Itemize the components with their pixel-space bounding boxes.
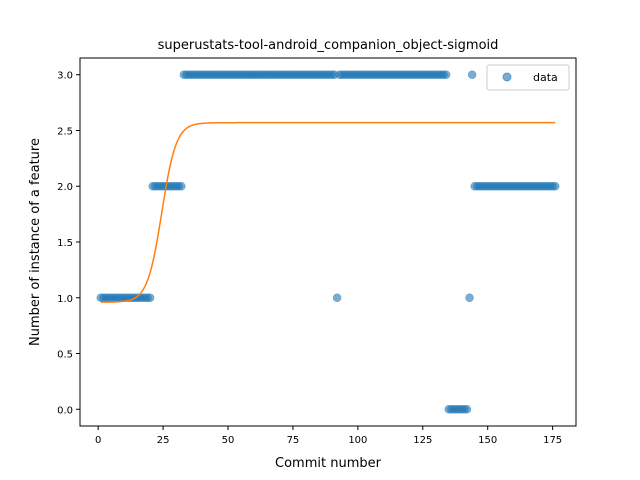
data-point [177, 181, 186, 191]
y-tick-label: 0.5 [57, 350, 73, 361]
x-tick-label: 75 [287, 435, 300, 446]
x-tick-label: 125 [413, 435, 432, 446]
fit-line [100, 121, 556, 303]
legend-marker [502, 72, 512, 82]
y-tick-label: 2.5 [57, 126, 73, 137]
x-tick-label: 150 [478, 435, 497, 446]
legend-label: data [533, 71, 558, 84]
x-tick-label: 50 [222, 435, 235, 446]
data-point [550, 181, 560, 191]
data-point [332, 293, 342, 303]
x-tick-label: 25 [157, 435, 170, 446]
y-tick-label: 2.0 [57, 182, 73, 193]
x-tick-label: 100 [348, 435, 367, 446]
data-point [467, 70, 477, 79]
x-tick-label: 175 [543, 435, 562, 446]
y-tick-label: 3.0 [57, 71, 73, 82]
plot-area [96, 70, 560, 414]
y-tick-label: 1.5 [57, 238, 73, 249]
data-point [145, 293, 155, 303]
x-axis: 0 25 50 75 100 125 150 175 [95, 426, 562, 446]
x-tick-label: 0 [95, 435, 101, 446]
data-point [465, 293, 474, 303]
legend-box [486, 64, 570, 91]
y-axis: 0.0 0.5 1.0 1.5 2.0 2.5 3.0 [57, 71, 80, 416]
x-axis-label: Commit number [275, 456, 382, 471]
legend: data [486, 64, 570, 91]
data-point [462, 405, 472, 414]
y-tick-label: 0.0 [57, 405, 73, 416]
y-axis-label: Number of instance of a feature [28, 138, 43, 346]
y-tick-label: 1.0 [57, 294, 73, 305]
chart-title: superustats-tool-android_companion_objec… [158, 38, 499, 53]
data-point [441, 70, 451, 79]
